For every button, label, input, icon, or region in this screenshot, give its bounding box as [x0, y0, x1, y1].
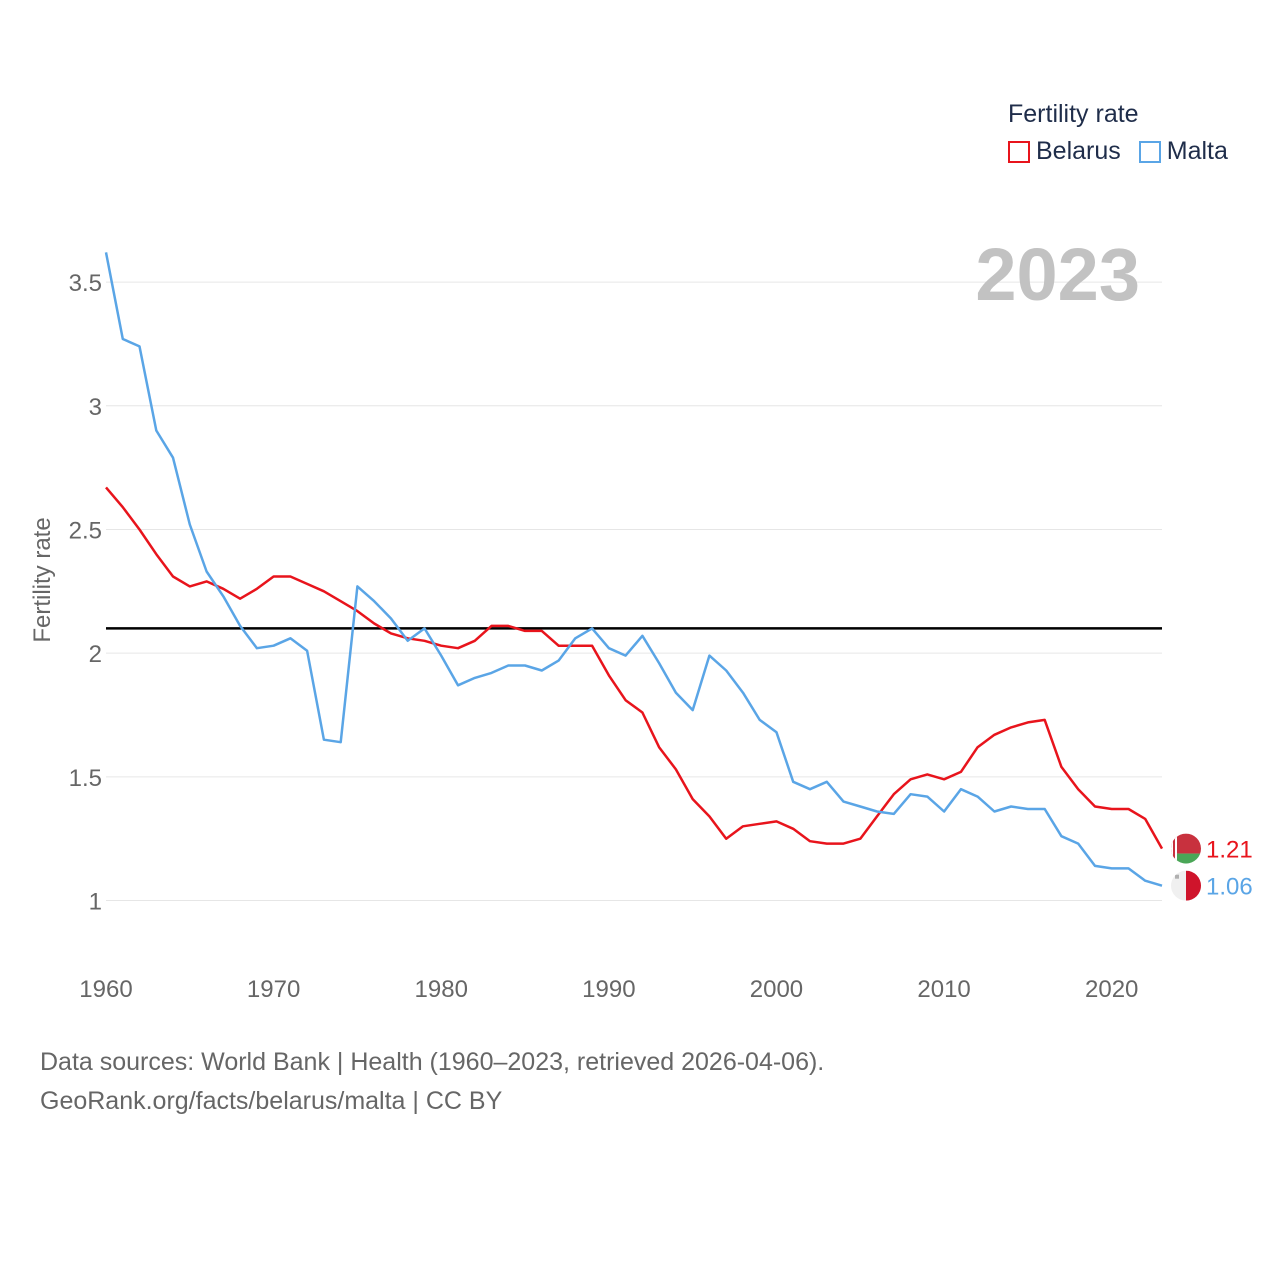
- x-tick-label: 2020: [1085, 976, 1138, 1003]
- y-tick-label: 2: [89, 641, 102, 668]
- y-tick-label: 3: [89, 394, 102, 421]
- y-tick-labels: 1 1.5 2 2.5 3 3.5: [69, 270, 102, 915]
- legend-swatch-belarus: [1008, 140, 1030, 163]
- legend-item-malta[interactable]: Malta: [1138, 137, 1228, 166]
- legend-swatch-malta: [1138, 140, 1161, 163]
- y-axis-label: Fertility rate: [29, 517, 56, 642]
- year-label: 2023: [975, 233, 1140, 316]
- flag-belarus-icon: [1171, 833, 1201, 864]
- legend-title: Fertility rate: [1008, 100, 1139, 128]
- legend-item-belarus[interactable]: Belarus: [1008, 137, 1121, 166]
- attribution-link[interactable]: GeoRank.org/facts/belarus/malta | CC BY: [40, 1087, 503, 1115]
- end-label-belarus: 1.21: [1206, 837, 1253, 864]
- legend: Fertility rate Belarus Malta: [1008, 100, 1246, 166]
- x-tick-label: 1980: [415, 976, 468, 1003]
- series-line-belarus: [105, 486, 1164, 850]
- x-tick-label: 1970: [247, 976, 300, 1003]
- footer: Data sources: World Bank | Health (1960–…: [40, 1043, 824, 1121]
- legend-label-malta: Malta: [1166, 137, 1228, 165]
- series-line-malta: [104, 252, 1163, 887]
- gridlines: [106, 281, 1162, 902]
- x-tick-label: 1960: [79, 976, 132, 1003]
- series-lines: [104, 252, 1164, 887]
- y-tick-label: 2.5: [69, 517, 102, 544]
- end-label-malta: 1.06: [1206, 874, 1253, 901]
- y-tick-label: 1.5: [69, 765, 102, 792]
- line-chart: 1 1.5 2 2.5 3 3.5 1960 1970 1980 1990 2000 2010 202…: [29, 233, 1253, 1003]
- x-tick-label: 2010: [917, 976, 970, 1003]
- legend-label-belarus: Belarus: [1036, 137, 1121, 165]
- flag-malta-icon: [1171, 870, 1201, 901]
- x-tick-labels: 1960 1970 1980 1990 2000 2010 2020: [79, 976, 1138, 1003]
- x-tick-label: 2000: [750, 976, 803, 1003]
- y-tick-label: 1: [89, 889, 102, 916]
- y-tick-label: 3.5: [69, 270, 102, 297]
- x-tick-label: 1990: [582, 976, 635, 1003]
- end-labels: 1.21 1.06: [1171, 833, 1253, 901]
- data-source-text: Data sources: World Bank | Health (1960–…: [40, 1048, 825, 1076]
